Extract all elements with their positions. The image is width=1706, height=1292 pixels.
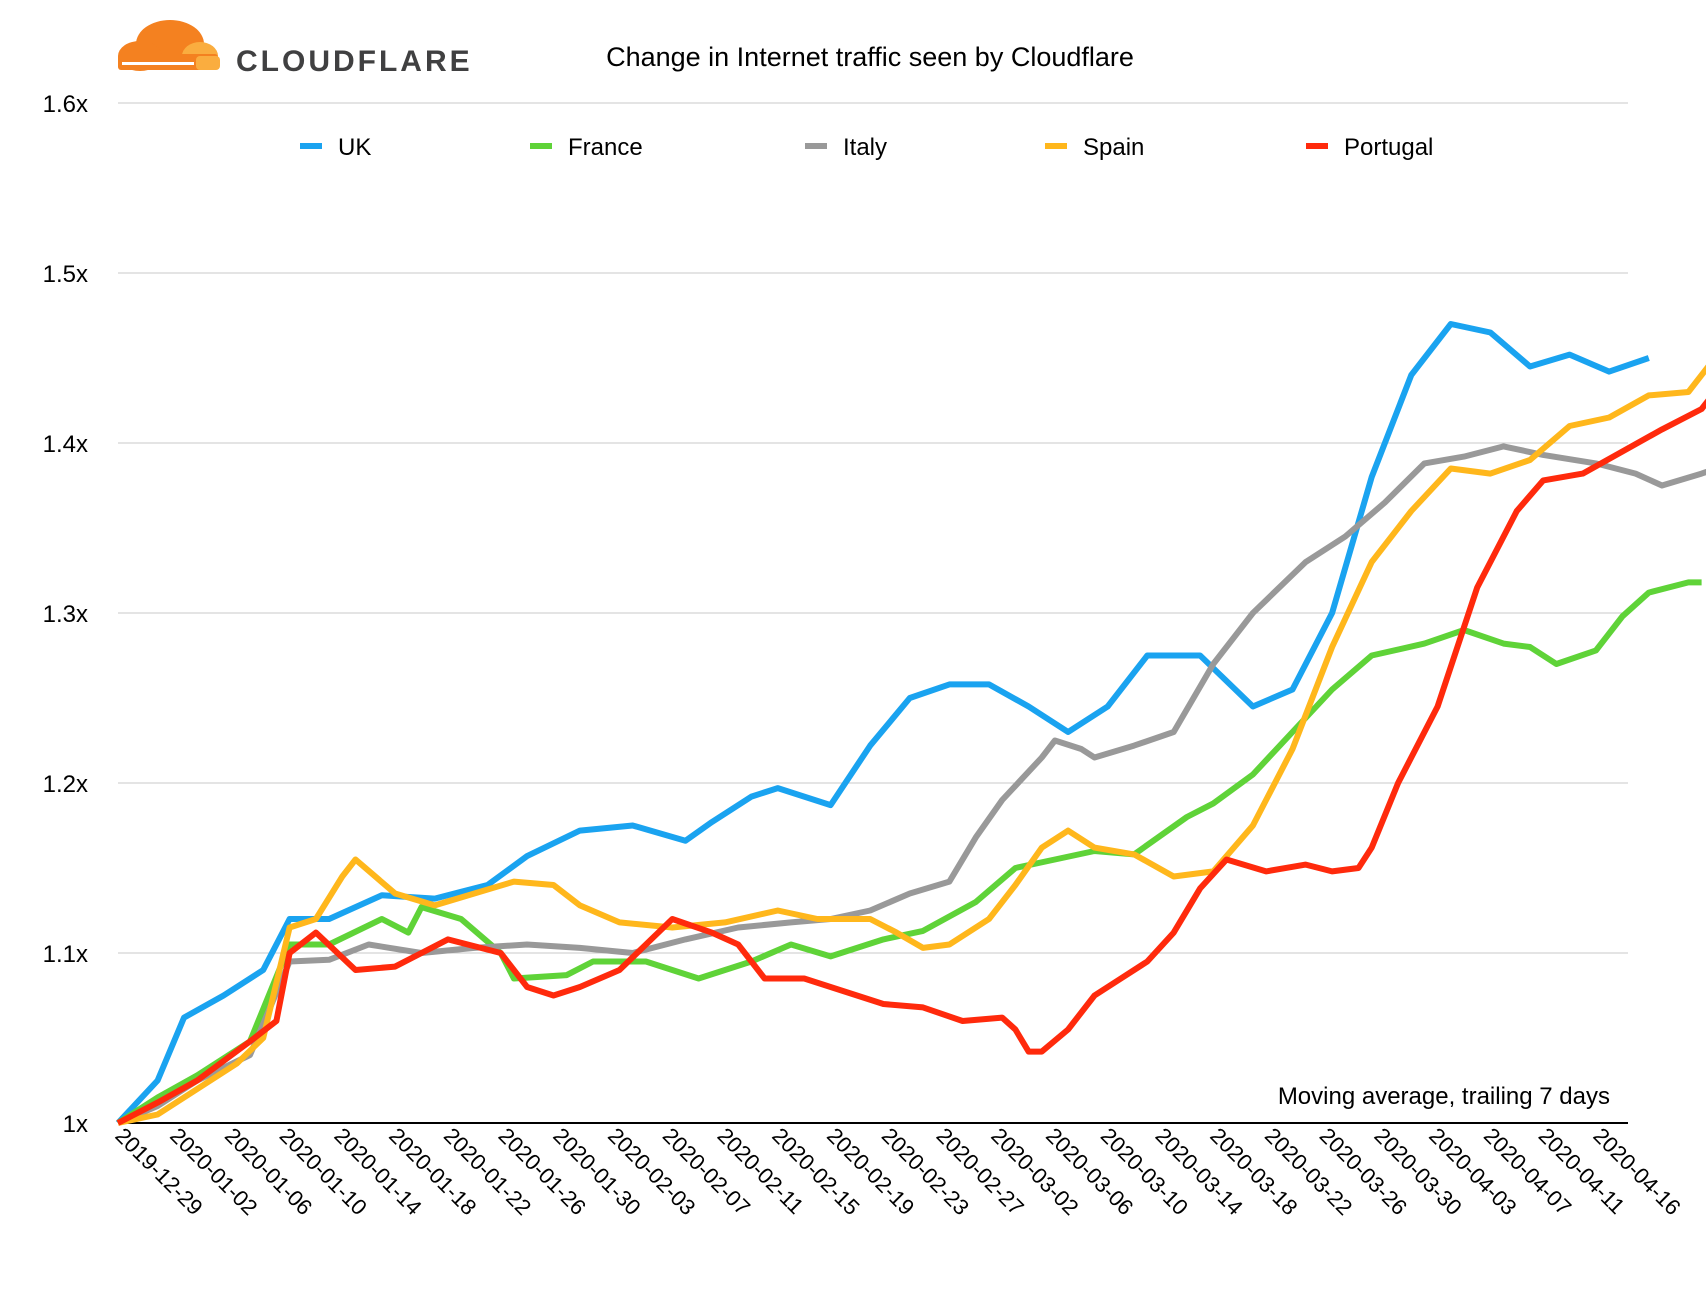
legend-label-portugal: Portugal <box>1344 134 1433 161</box>
y-tick-label: 1.4x <box>43 431 88 458</box>
y-tick-label: 1.1x <box>43 941 88 968</box>
grid-lines <box>118 102 1628 1124</box>
cloudflare-logo: CLOUDFLARE <box>118 20 473 78</box>
legend-label-italy: Italy <box>843 134 887 161</box>
y-tick-label: 1.5x <box>43 261 88 288</box>
cloud-icon <box>118 20 220 71</box>
series-line-france <box>116 579 1702 1126</box>
logo-text: CLOUDFLARE <box>236 45 473 78</box>
legend-label-france: France <box>568 134 643 161</box>
series-lines <box>115 321 1706 1126</box>
series-line-portugal <box>116 398 1706 1126</box>
y-axis-ticks: 1x 1.1x 1.2x 1.3x 1.4x 1.5x 1.6x <box>43 91 88 1138</box>
legend-label-uk: UK <box>338 134 371 161</box>
series-line-uk <box>115 321 1650 1126</box>
y-tick-label: 1.2x <box>43 771 88 798</box>
x-axis-ticks: 2019-12-292020-01-022020-01-062020-01-10… <box>110 1123 1685 1220</box>
series-line-italy <box>116 443 1706 1126</box>
y-tick-label: 1x <box>63 1111 88 1138</box>
y-tick-label: 1.3x <box>43 601 88 628</box>
legend-label-spain: Spain <box>1083 134 1144 161</box>
y-tick-label: 1.6x <box>43 91 88 118</box>
annotation-moving-average: Moving average, trailing 7 days <box>1278 1083 1610 1110</box>
legend: UK France Italy Spain Portugal <box>300 134 1433 161</box>
chart-title: Change in Internet traffic seen by Cloud… <box>606 42 1134 72</box>
series-line-spain <box>117 364 1706 1126</box>
